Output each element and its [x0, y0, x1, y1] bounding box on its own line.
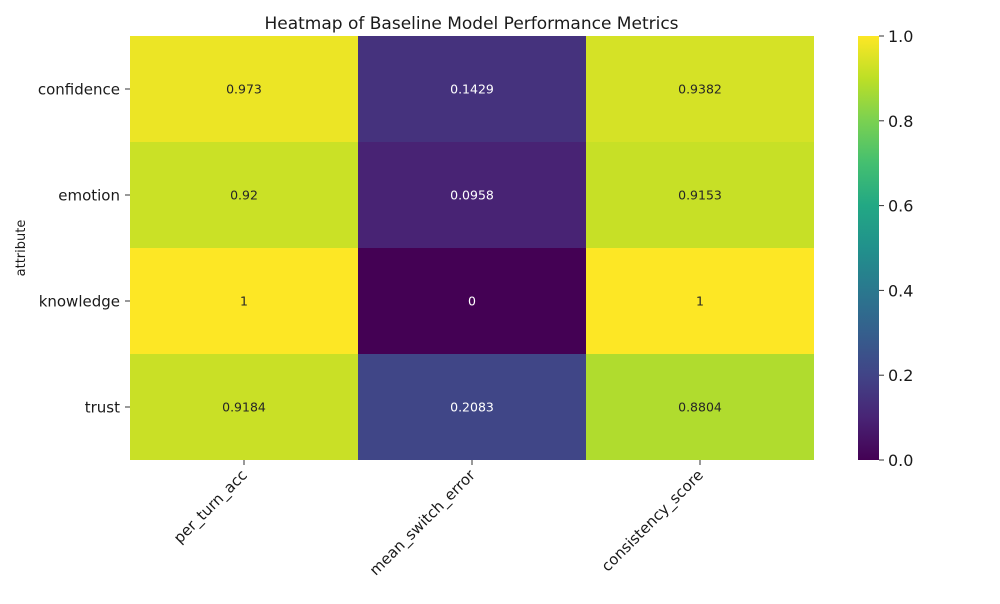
heatmap-cell-confidence-mean-switch-error — [358, 36, 586, 142]
heatmap-cell-emotion-per-turn-acc — [130, 142, 358, 248]
cell-value-label: 0.8804 — [678, 400, 722, 415]
y-axis-label: attribute — [14, 220, 29, 277]
x-tick-label-mean-switch-error: mean_switch_error — [366, 466, 480, 580]
colorbar-tick-label: 0.4 — [888, 281, 913, 300]
colorbar-tick-label: 0.2 — [888, 366, 913, 385]
colorbar-tick-label: 0.8 — [888, 112, 913, 131]
x-tick-label-consistency-score: consistency_score — [598, 466, 708, 576]
heatmap-cell-knowledge-mean-switch-error — [358, 248, 586, 354]
x-axis-ticks: per_turn_acc mean_switch_error consistency… — [170, 460, 708, 580]
chart-title: Heatmap of Baseline Model Performance Me… — [264, 14, 678, 34]
y-tick-label-emotion: emotion — [58, 187, 120, 205]
heatmap-cell-emotion-mean-switch-error — [358, 142, 586, 248]
cell-value-label: 0.9382 — [678, 82, 722, 97]
heatmap-cell-trust-mean-switch-error — [358, 354, 586, 460]
heatmap-cell-labels: 0.973 0.1429 0.9382 0.92 0.0958 0.9153 1 0 1 0.91… — [222, 82, 722, 415]
y-tick-label-trust: trust — [85, 399, 120, 417]
cell-value-label: 1 — [240, 294, 248, 309]
y-axis-ticks: confidence emotion knowledge trust — [38, 81, 130, 417]
y-tick-label-knowledge: knowledge — [39, 293, 120, 311]
cell-value-label: 0.9184 — [222, 400, 266, 415]
heatmap-cell-knowledge-per-turn-acc — [130, 248, 358, 354]
cell-value-label: 1 — [696, 294, 704, 309]
heatmap-cell-confidence-per-turn-acc — [130, 36, 358, 142]
colorbar-tick-label: 0.6 — [888, 197, 913, 216]
cell-value-label: 0.0958 — [450, 188, 494, 203]
heatmap-cell-trust-per-turn-acc — [130, 354, 358, 460]
cell-value-label: 0.2083 — [450, 400, 494, 415]
colorbar-tick-label: 1.0 — [888, 27, 913, 46]
heatmap-cell-trust-consistency-score — [586, 354, 814, 460]
heatmap-cell-knowledge-consistency-score — [586, 248, 814, 354]
colorbar: 0.0 0.2 0.4 0.6 0.8 1.0 — [858, 27, 913, 470]
heatmap-cells — [130, 36, 814, 460]
heatmap-cell-confidence-consistency-score — [586, 36, 814, 142]
cell-value-label: 0.9153 — [678, 188, 722, 203]
cell-value-label: 0.1429 — [450, 82, 494, 97]
y-tick-label-confidence: confidence — [38, 81, 120, 99]
heatmap-cell-emotion-consistency-score — [586, 142, 814, 248]
colorbar-gradient — [858, 36, 879, 460]
cell-value-label: 0 — [468, 294, 476, 309]
cell-value-label: 0.973 — [226, 82, 262, 97]
x-tick-label-per-turn-acc: per_turn_acc — [170, 466, 252, 548]
colorbar-tick-label: 0.0 — [888, 451, 913, 470]
cell-value-label: 0.92 — [230, 188, 258, 203]
